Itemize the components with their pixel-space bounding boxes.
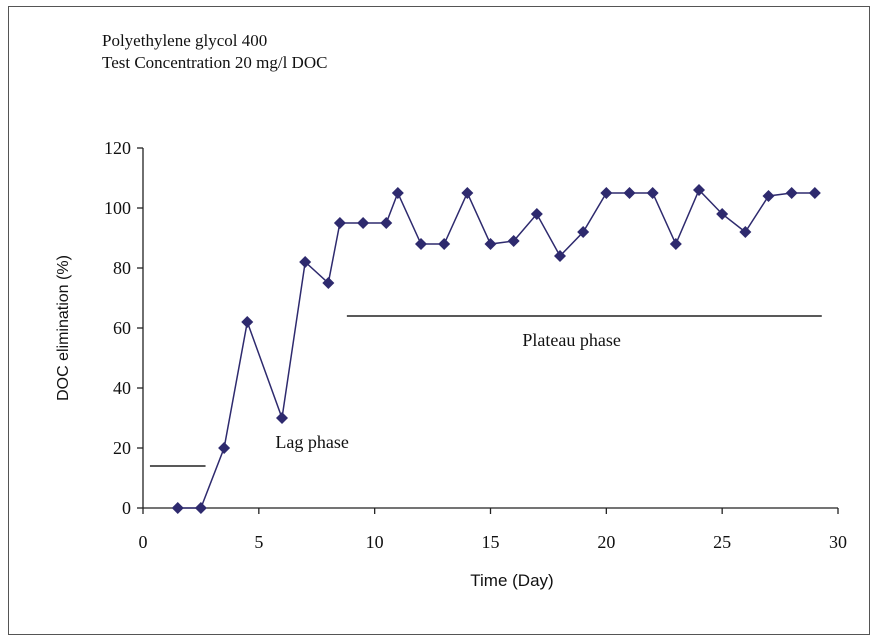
data-point-diamond [530,208,543,220]
data-point-diamond [438,238,451,250]
figure-caption: Polyethylene glycol 400 Test Concentrati… [102,30,327,74]
data-point-diamond [322,277,335,289]
phase-lines [149,315,822,467]
caption-compound: Polyethylene glycol 400 [102,31,268,50]
data-point-diamond [415,238,427,250]
data-point-diamond [554,250,566,262]
x-tick-label: 30 [829,532,847,552]
data-point-diamond [357,217,370,229]
data-point-diamond [693,184,705,196]
data-point-diamond [333,217,346,229]
data-point-diamond [785,187,798,199]
data-point-diamond [171,502,184,514]
data-point-diamond [276,412,288,424]
annotations: Lag phase Plateau phase [275,330,620,452]
axes: 0 20 40 60 80 100 120 0 5 10 15 20 25 30 [104,138,847,552]
y-tick-label: 0 [122,498,131,518]
data-point-diamond [380,217,393,229]
data-point-diamond [241,316,254,328]
axis-labels: Time (Day) DOC elimination (%) [55,255,554,590]
caption-concentration: Test Concentration 20 mg/l DOC [102,53,328,72]
data-point-diamond [218,442,231,454]
data-point-diamond [577,226,590,238]
x-tick-label: 20 [597,532,615,552]
data-point-diamond [391,187,404,199]
data-point-diamond [623,187,636,199]
y-tick-label: 40 [113,378,131,398]
data-point-diamond [646,187,659,199]
x-tick-label: 10 [366,532,384,552]
y-tick-label: 80 [113,258,131,278]
data-point-diamond [507,235,520,247]
data-point-diamond [669,238,682,250]
series-line [177,188,815,509]
x-axis-label: Time (Day) [470,571,553,590]
data-point-diamond [194,502,207,514]
lag-phase-label: Lag phase [275,432,348,452]
data-point-diamond [484,238,497,250]
data-point-diamond [808,187,821,199]
figure-frame [8,6,870,635]
y-tick-label: 20 [113,438,131,458]
data-series [171,184,821,514]
data-point-diamond [600,187,613,199]
y-axis-label: DOC elimination (%) [55,255,72,401]
x-tick-label: 0 [139,532,148,552]
y-tick-label: 100 [104,198,131,218]
y-tick-label: 60 [113,318,131,338]
data-point-diamond [739,226,752,238]
data-point-diamond [461,187,474,199]
x-tick-label: 15 [482,532,500,552]
x-tick-label: 5 [254,532,263,552]
y-tick-label: 120 [104,138,131,158]
data-point-diamond [762,190,775,202]
plateau-phase-label: Plateau phase [522,330,620,350]
data-point-diamond [716,208,729,220]
x-tick-label: 25 [713,532,731,552]
data-point-diamond [299,256,312,268]
